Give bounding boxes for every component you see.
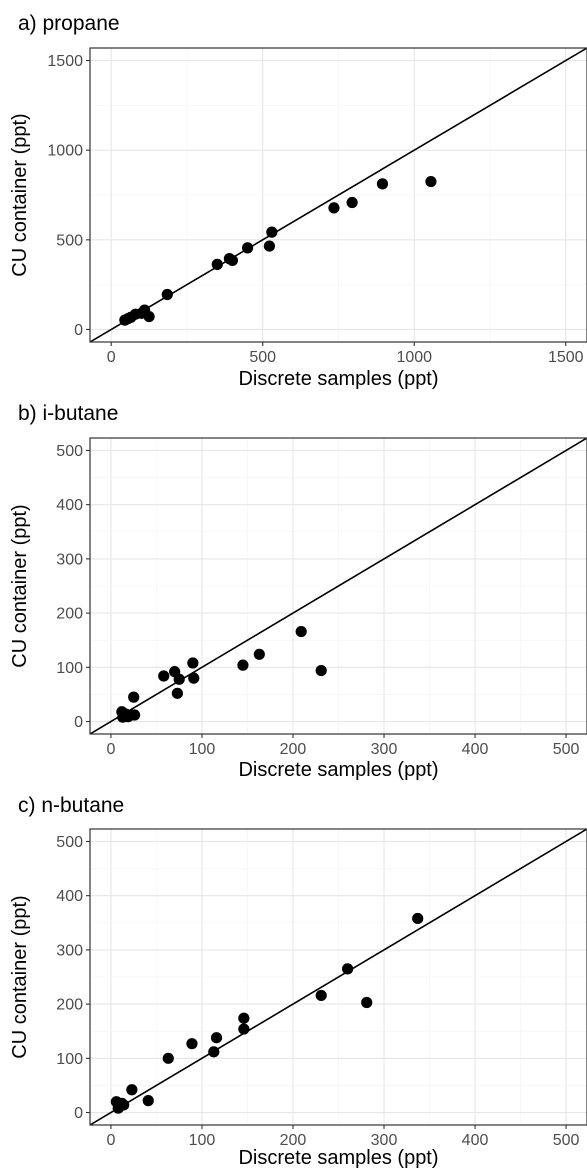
x-tick-label: 0 bbox=[106, 1132, 115, 1149]
one-to-one-line bbox=[90, 438, 587, 734]
y-tick-label: 0 bbox=[74, 322, 83, 339]
y-axis-label: CU container (ppt) bbox=[9, 504, 31, 667]
data-point bbox=[162, 1052, 174, 1064]
grid bbox=[90, 48, 587, 342]
panel-1: 0 500 1000 1500 0 500 1000 1500 a) propane Discre… bbox=[9, 12, 587, 390]
one-to-one-line bbox=[90, 829, 587, 1125]
panel-title: a) propane bbox=[18, 12, 120, 35]
x-tick-label: 500 bbox=[553, 741, 580, 758]
y-tick-label: 100 bbox=[56, 1051, 83, 1068]
data-point bbox=[161, 288, 173, 301]
y-tick-label: 200 bbox=[56, 606, 83, 623]
data-point bbox=[315, 664, 327, 677]
data-point bbox=[241, 242, 254, 254]
data-point bbox=[211, 258, 223, 270]
data-point bbox=[361, 996, 373, 1009]
x-axis-label: Discrete samples (ppt) bbox=[238, 368, 438, 390]
y-axis-label: CU container (ppt) bbox=[9, 113, 31, 276]
data-point bbox=[129, 709, 141, 721]
x-tick-label: 400 bbox=[462, 741, 489, 758]
data-points bbox=[119, 175, 437, 326]
y-tick-label: 1500 bbox=[47, 53, 83, 70]
data-point bbox=[263, 240, 276, 252]
data-point bbox=[128, 691, 140, 703]
data-point bbox=[186, 1038, 198, 1050]
data-point bbox=[143, 310, 155, 323]
data-point bbox=[210, 1032, 223, 1044]
panel-title: b) i-butane bbox=[18, 402, 118, 425]
y-tick-label: 1000 bbox=[47, 143, 83, 160]
data-point bbox=[412, 912, 424, 925]
x-tick-label: 0 bbox=[107, 349, 116, 366]
x-tick-label: 1000 bbox=[396, 349, 432, 366]
y-axis-label: CU container (ppt) bbox=[9, 895, 31, 1058]
x-axis-label: Discrete samples (ppt) bbox=[238, 759, 438, 781]
y-tick-label: 300 bbox=[56, 942, 83, 959]
data-point bbox=[425, 175, 437, 188]
data-point bbox=[187, 657, 199, 669]
y-tick-label: 400 bbox=[56, 888, 83, 905]
x-tick-label: 400 bbox=[462, 1132, 489, 1149]
data-points bbox=[116, 625, 327, 723]
x-tick-label: 300 bbox=[371, 1132, 398, 1149]
y-tick-label: 200 bbox=[56, 997, 83, 1014]
y-tick-label: 500 bbox=[56, 443, 83, 460]
data-point bbox=[118, 1099, 130, 1111]
data-point bbox=[238, 1023, 250, 1035]
x-tick-label: 100 bbox=[189, 1132, 216, 1149]
data-point bbox=[295, 625, 307, 638]
y-tick-label: 0 bbox=[74, 714, 83, 731]
x-tick-label: 500 bbox=[553, 1132, 580, 1149]
x-tick-label: 200 bbox=[280, 741, 307, 758]
x-tick-label: 0 bbox=[106, 741, 115, 758]
data-point bbox=[173, 673, 185, 685]
y-tick-label: 100 bbox=[56, 660, 83, 677]
y-tick-label: 0 bbox=[74, 1105, 83, 1122]
data-point bbox=[126, 1084, 138, 1096]
data-point bbox=[253, 648, 265, 660]
data-point bbox=[237, 659, 249, 671]
data-point bbox=[315, 989, 327, 1002]
data-point bbox=[142, 1095, 154, 1107]
data-point bbox=[226, 254, 239, 267]
y-tick-label: 400 bbox=[56, 497, 83, 514]
panel-title: c) n-butane bbox=[18, 794, 124, 817]
x-tick-label: 1500 bbox=[548, 349, 584, 366]
x-tick-label: 100 bbox=[189, 741, 216, 758]
data-point bbox=[328, 202, 340, 214]
data-point bbox=[171, 687, 183, 699]
x-tick-label: 300 bbox=[371, 741, 398, 758]
x-tick-label: 500 bbox=[249, 349, 276, 366]
panel-border bbox=[89, 47, 587, 343]
data-point bbox=[188, 672, 200, 684]
data-point bbox=[238, 1012, 250, 1024]
data-point bbox=[376, 178, 389, 190]
data-points bbox=[110, 912, 424, 1114]
data-point bbox=[158, 670, 170, 682]
panel-2: 0 100 200 300 400 500 0 100 200 300 400 500 b) i-but… bbox=[9, 402, 587, 781]
data-point bbox=[346, 196, 358, 209]
panel-border bbox=[89, 437, 587, 735]
grid bbox=[90, 829, 587, 1125]
one-to-one-line bbox=[90, 48, 587, 342]
y-tick-label: 300 bbox=[56, 551, 83, 568]
x-tick-label: 200 bbox=[280, 1132, 307, 1149]
panel-3: 0 100 200 300 400 500 0 100 200 300 400 500 c) n-but… bbox=[9, 794, 587, 1169]
data-point bbox=[208, 1046, 220, 1058]
x-axis-label: Discrete samples (ppt) bbox=[238, 1147, 438, 1169]
panel-border bbox=[89, 828, 587, 1126]
data-point bbox=[342, 963, 354, 975]
data-point bbox=[266, 226, 278, 238]
y-tick-label: 500 bbox=[56, 232, 83, 249]
y-tick-label: 500 bbox=[56, 834, 83, 851]
